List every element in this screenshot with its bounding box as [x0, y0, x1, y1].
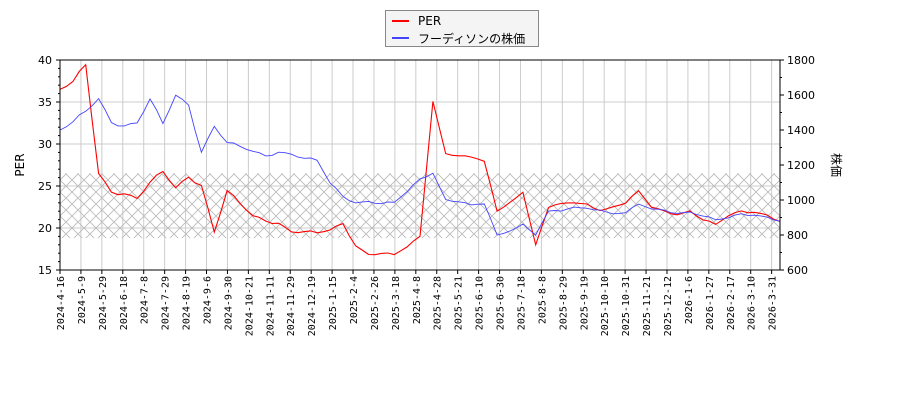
hatched-band [60, 173, 780, 239]
right-tick-label: 1600 [787, 89, 815, 102]
per-swatch-icon [392, 20, 409, 22]
x-tick-label: 2025-8-29 [558, 276, 569, 330]
x-tick-label: 2025-7-18 [516, 276, 527, 330]
x-tick-label: 2024-4-16 [56, 276, 67, 330]
right-tick-label: 1400 [787, 124, 815, 137]
x-tick-label: 2026-3-31 [768, 276, 779, 330]
left-axis-ticks: 15 20 25 30 35 40 [38, 54, 60, 277]
x-tick-label: 2026-1-6 [684, 276, 695, 324]
legend-item-per: PER [392, 13, 441, 29]
right-tick-label: 600 [787, 264, 808, 277]
x-tick-label: 2024-10-21 [244, 276, 255, 336]
legend-label-price: フーディソンの株価 [418, 31, 526, 46]
x-tick-label: 2026-3-10 [747, 276, 758, 330]
x-tick-label: 2024-5-29 [98, 276, 109, 330]
x-tick-label: 2025-4-8 [412, 276, 423, 324]
right-axis-label: 株価 [829, 153, 844, 177]
x-tick-label: 2025-10-31 [621, 276, 632, 336]
x-tick-label: 2024-12-19 [307, 276, 318, 336]
x-tick-label: 2024-9-6 [203, 276, 214, 324]
right-tick-label: 1000 [787, 194, 815, 207]
left-tick-label: 25 [38, 180, 52, 193]
x-tick-label: 2025-10-10 [600, 276, 611, 336]
x-tick-label: 2025-9-19 [579, 276, 590, 330]
x-tick-label: 2025-11-21 [642, 276, 653, 336]
x-tick-label: 2025-2-4 [349, 276, 360, 324]
left-axis-label: PER [13, 153, 27, 176]
x-tick-label: 2024-11-29 [286, 276, 297, 336]
x-tick-label: 2026-2-17 [726, 276, 737, 330]
x-tick-label: 2024-7-29 [161, 276, 172, 330]
legend-item-price: フーディソンの株価 [392, 30, 525, 46]
left-tick-label: 40 [38, 54, 52, 67]
stock-price-line [59, 94, 781, 236]
left-tick-label: 20 [38, 222, 52, 235]
price-swatch-icon [392, 37, 409, 39]
right-tick-label: 1200 [787, 159, 815, 172]
right-tick-label: 1800 [787, 54, 815, 67]
x-tick-label: 2025-8-8 [537, 276, 548, 324]
x-tick-label: 2025-6-10 [475, 276, 486, 330]
x-axis-ticks: 2024-4-16 2024-5-9 2024-5-29 2024-6-18 2024-… [56, 270, 779, 336]
x-tick-label: 2025-3-18 [391, 276, 402, 330]
x-tick-label: 2026-1-27 [705, 276, 716, 330]
legend: PER フーディソンの株価 [385, 10, 539, 47]
x-tick-label: 2025-4-28 [433, 276, 444, 330]
x-tick-label: 2024-8-19 [182, 276, 193, 330]
left-tick-label: 35 [38, 96, 52, 109]
x-tick-label: 2024-5-9 [77, 276, 88, 324]
legend-label-per: PER [418, 14, 442, 28]
right-tick-label: 800 [787, 229, 808, 242]
x-tick-label: 2024-11-11 [265, 276, 276, 336]
left-tick-label: 30 [38, 138, 52, 151]
right-axis-ticks: 600 800 1000 1200 1400 1600 1800 [780, 54, 815, 277]
x-tick-label: 2025-2-26 [370, 276, 381, 330]
x-tick-label: 2025-6-30 [496, 276, 507, 330]
x-tick-label: 2025-5-21 [454, 276, 465, 330]
x-tick-label: 2024-9-30 [223, 276, 234, 330]
x-tick-label: 2024-7-8 [140, 276, 151, 324]
plot-area [60, 60, 780, 270]
x-tick-label: 2025-1-15 [328, 276, 339, 330]
left-tick-label: 15 [38, 264, 52, 277]
x-tick-label: 2024-6-18 [119, 276, 130, 330]
x-tick-label: 2025-12-12 [663, 276, 674, 336]
